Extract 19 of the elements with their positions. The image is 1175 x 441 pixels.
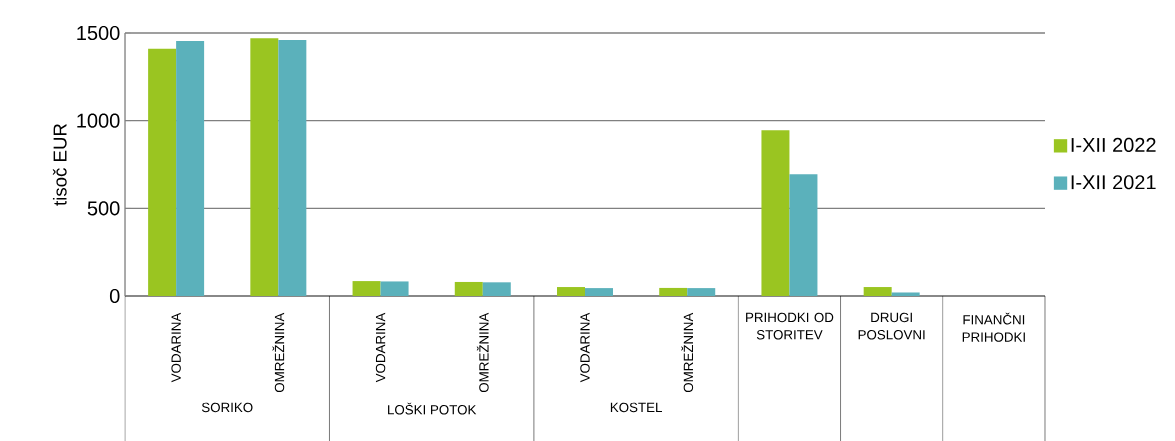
y-tick-label: 1500 <box>77 25 120 41</box>
y-tick-label: 1000 <box>77 113 120 128</box>
y-tick-label: 0 <box>109 288 120 304</box>
y-tick-label: 500 <box>87 201 120 216</box>
x-tick-label: VODARINA <box>171 312 181 383</box>
x-tick-label: PRIHODKI OD STORITEV <box>746 312 834 340</box>
legend-label: I-XII 2021 <box>1071 175 1156 190</box>
y-axis-title: tisoč EUR <box>52 123 67 206</box>
x-tick-label: VODARINA <box>580 312 590 383</box>
x-tick-label: OMREŽNINA <box>681 312 694 393</box>
x-tick-label: OMREŽNINA <box>272 312 285 393</box>
text: KOSTEL <box>610 402 662 413</box>
text: SORIKO <box>201 402 253 413</box>
text: LOŠKI POTOK <box>388 402 477 415</box>
x-tick-label: FINANČNI PRIHODKI <box>962 312 1025 342</box>
legend-label: I-XII 2022 <box>1071 137 1156 153</box>
x-tick-label: OMREŽNINA <box>476 312 489 393</box>
x-tick-label: VODARINA <box>375 312 386 383</box>
x-tick-label: DRUGI POSLOVNI <box>858 312 925 340</box>
